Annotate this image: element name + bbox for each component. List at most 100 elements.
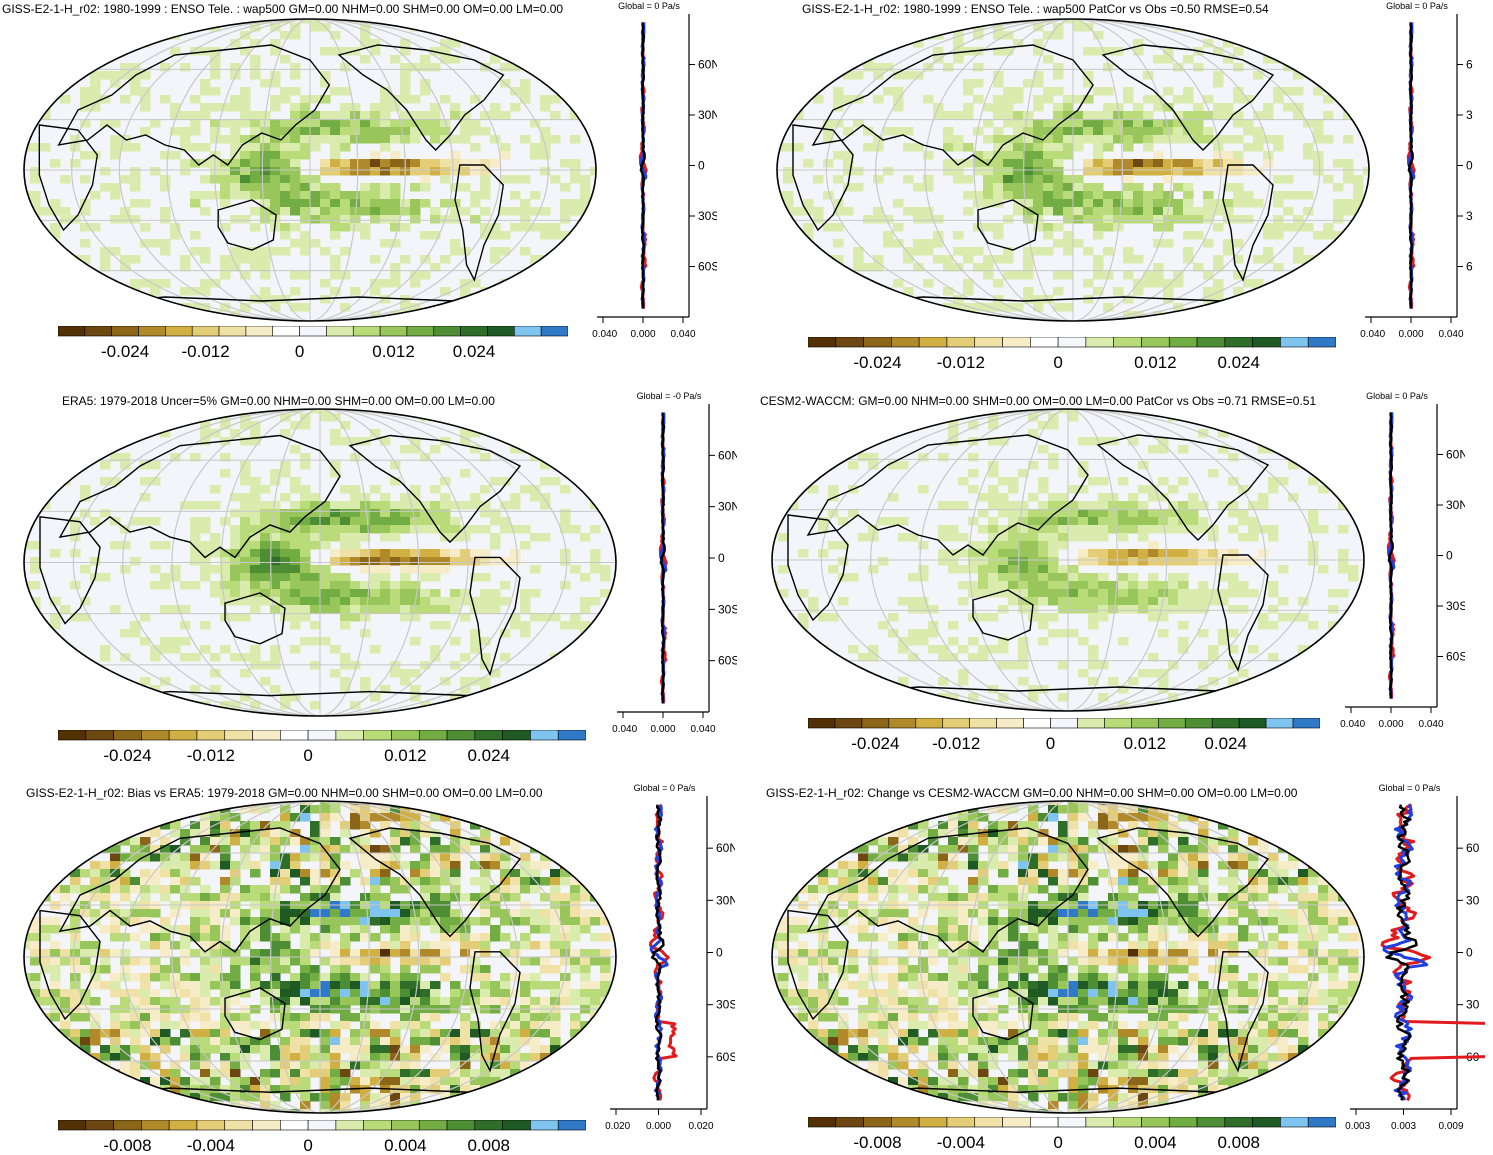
colorbar-cell <box>1057 1117 1087 1128</box>
colorbar-label: 0 <box>295 342 304 361</box>
profile-xtick-label: 0.040 <box>670 329 695 340</box>
profile-ytick-label: 60S <box>718 654 737 668</box>
profile-ytick-label: 30N <box>1446 498 1465 512</box>
colorbar-label: -0.012 <box>937 353 985 372</box>
profile-line <box>639 22 646 309</box>
world-map <box>23 800 617 1114</box>
coastline <box>806 434 1089 556</box>
colorbar-cell <box>391 1120 420 1131</box>
colorbar-cell <box>918 1117 948 1128</box>
colorbar-label: 0 <box>1053 353 1062 372</box>
colorbar-label: -0.008 <box>853 1133 901 1152</box>
colorbar-cell <box>1030 1117 1059 1128</box>
zonal-profile: Global = -0 Pa/s -0.040 0.000 0.040 60N 30N 0 3… <box>612 391 737 735</box>
colorbar-cell <box>191 326 220 337</box>
colorbar-label: -0.012 <box>182 342 230 361</box>
colorbar-label: 0.004 <box>1134 1133 1177 1152</box>
colorbar-cell <box>418 730 448 741</box>
coastline <box>1101 44 1275 151</box>
colorbar-cell <box>113 1120 142 1131</box>
coastline <box>1096 434 1270 541</box>
colorbar-label: 0 <box>1053 1133 1062 1152</box>
profile-ytick-label: 30 <box>1466 998 1480 1012</box>
profile-line <box>659 412 666 704</box>
colorbar-label: 0.024 <box>467 746 510 765</box>
coastline <box>58 434 341 559</box>
colorbar-cell <box>1265 718 1294 729</box>
colorbar-label: -0.024 <box>851 734 899 753</box>
colorbar-label: 0.024 <box>453 342 496 361</box>
colorbar-cell <box>224 730 253 741</box>
colorbar-cell <box>915 718 944 729</box>
map-title: GISS-E2-1-H_r02: Bias vs ERA5: 1979-2018… <box>26 786 543 800</box>
colorbar-cell <box>363 1120 392 1131</box>
map-border <box>23 408 617 717</box>
colorbar: -0.008 -0.004 0 0.004 0.008 <box>58 1120 586 1155</box>
world-map <box>771 408 1365 712</box>
colorbar-cell <box>974 1117 1003 1128</box>
colorbar-label: 0.012 <box>384 746 427 765</box>
profile-xtick-label: 0.003 <box>1391 1121 1416 1132</box>
map-border <box>23 800 617 1114</box>
coastline <box>39 909 101 1021</box>
colorbar: -0.024 -0.012 0 0.012 0.024 <box>808 718 1320 753</box>
colorbar-cell <box>474 730 503 741</box>
colorbar-cell <box>1307 337 1336 348</box>
colorbar-cell <box>111 326 139 337</box>
colorbar-cell <box>530 1120 559 1131</box>
colorbar-cell <box>834 718 863 729</box>
map-title: CESM2-WACCM: GM=0.00 NHM=0.00 SHM=0.00 O… <box>760 394 1317 408</box>
profile-ytick-label: 30N <box>718 500 737 514</box>
profile-xtick-label: 0.009 <box>1438 1121 1463 1132</box>
colorbar-label: -0.008 <box>103 1136 151 1155</box>
coastline <box>787 909 849 1021</box>
colorbar-cell <box>113 730 142 741</box>
colorbar-cell <box>245 326 274 337</box>
coastline <box>806 827 1089 953</box>
profile-ytick-label: 6 <box>1466 260 1473 274</box>
colorbar-cell <box>1030 337 1059 348</box>
coastline <box>469 556 521 677</box>
colorbar-cell <box>474 1120 503 1131</box>
map-title: GISS-E2-1-H_r02: 1980-1999 : ENSO Tele. … <box>2 2 564 16</box>
colorbar-cell <box>1184 718 1213 729</box>
colorbar: -0.008 -0.004 0 0.004 0.008 <box>808 1117 1336 1152</box>
colorbar-cell <box>460 326 488 337</box>
colorbar-cell <box>1131 718 1159 729</box>
profile-xtick-label: -0.040 <box>1340 719 1366 730</box>
colorbar-cell <box>1077 718 1105 729</box>
colorbar-cell <box>196 730 226 741</box>
colorbar-label: -0.012 <box>932 734 980 753</box>
colorbar-label: 0.008 <box>467 1136 510 1155</box>
colorbar-cell <box>1292 718 1320 729</box>
profile-ytick-label: 30S <box>698 209 717 223</box>
colorbar-cell <box>1113 337 1142 348</box>
map-title: GISS-E2-1-H_r02: Change vs CESM2-WACCM G… <box>766 786 1298 800</box>
profile-xtick-label: 0.040 <box>1418 719 1443 730</box>
colorbar-cell <box>1224 337 1253 348</box>
colorbar: -0.024 -0.012 0 0.012 0.024 <box>58 730 586 765</box>
colorbar-cell <box>58 326 86 337</box>
profile-xtick-label: 0.000 <box>1378 719 1403 730</box>
colorbar-cell <box>335 1120 364 1131</box>
profile-ytick-label: 0 <box>1466 159 1473 173</box>
colorbar-cell <box>446 730 476 741</box>
colorbar-cell <box>1057 337 1087 348</box>
profile-line <box>649 803 678 1101</box>
profile-ytick-label: 0 <box>698 159 705 173</box>
profile-ytick-label: 0 <box>716 946 723 960</box>
colorbar-label: -0.012 <box>187 746 235 765</box>
colorbar-cell <box>1211 718 1240 729</box>
profile-line <box>1385 804 1418 1101</box>
profile-xtick-label: -0.020 <box>605 1121 631 1132</box>
world-map <box>23 408 617 717</box>
profile-ytick-label: 60N <box>1446 448 1465 462</box>
profile-xtick-label: 0.020 <box>688 1121 713 1132</box>
colorbar-cell <box>808 718 836 729</box>
colorbar-cell <box>891 337 920 348</box>
coastline <box>224 987 286 1041</box>
profile-ytick-label: 60N <box>716 841 735 855</box>
colorbar: -0.024 -0.012 0 0.012 0.024 <box>808 337 1336 372</box>
colorbar-label: 0.024 <box>1204 734 1247 753</box>
